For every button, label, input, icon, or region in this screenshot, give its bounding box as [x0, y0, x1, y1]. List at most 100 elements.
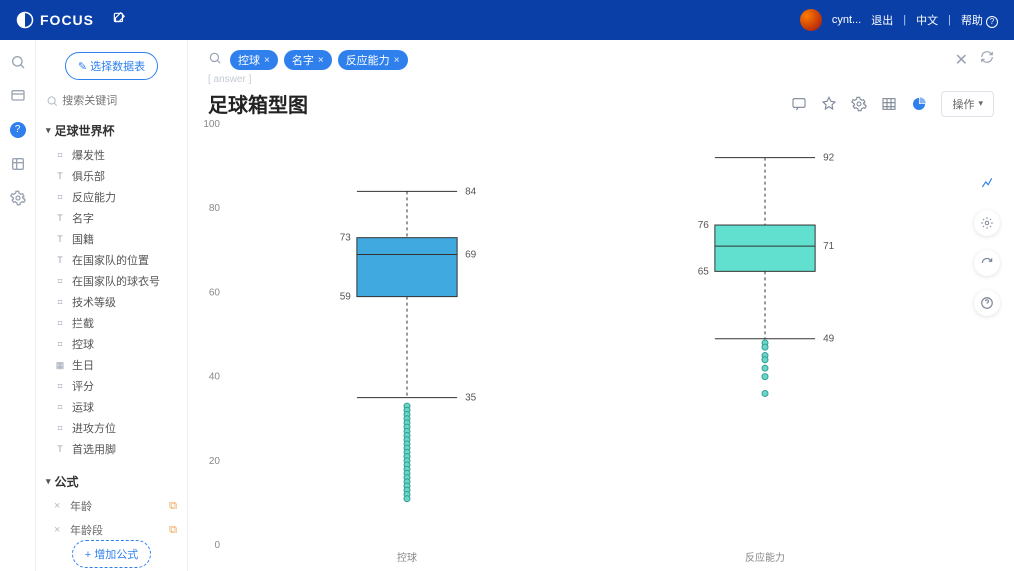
field-item[interactable]: T国籍: [46, 229, 177, 249]
field-item[interactable]: T 名字: [46, 208, 177, 228]
logo-icon: [16, 11, 34, 29]
help-link[interactable]: 帮助 ?: [961, 12, 998, 28]
sidebar-search[interactable]: [46, 94, 177, 108]
chart-config-icon[interactable]: [974, 210, 1000, 236]
field-label: 在国家队的球衣号: [72, 273, 160, 289]
search-icon: [46, 94, 58, 108]
field-label: 拦截: [72, 315, 94, 331]
field-item[interactable]: T首选用脚: [46, 439, 177, 459]
avatar[interactable]: [800, 9, 822, 31]
chart-help-icon[interactable]: [974, 290, 1000, 316]
field-label: 评分: [72, 378, 94, 394]
field-label: 爆发性: [72, 147, 105, 163]
comment-icon[interactable]: [791, 96, 807, 112]
chip-remove-icon[interactable]: ×: [264, 55, 270, 66]
add-formula-button[interactable]: + 增加公式: [72, 540, 151, 568]
query-search-icon: [208, 51, 222, 70]
formula-section-title[interactable]: ▾公式: [46, 473, 177, 490]
main: 控球×名字×反应能力× ✕ [ answer ] 足球箱型图 操作 ▾ 0204…: [188, 40, 1014, 571]
field-item[interactable]: ⌗ 控球: [46, 334, 177, 354]
formula-label: 年龄段: [70, 522, 103, 538]
lang-link[interactable]: 中文: [916, 12, 938, 28]
svg-text:92: 92: [823, 153, 835, 164]
header-right: cynt... 退出 | 中文 | 帮助 ?: [800, 9, 998, 31]
chip-remove-icon[interactable]: ×: [394, 55, 400, 66]
remove-formula-icon[interactable]: ×: [54, 524, 64, 536]
svg-text:控球: 控球: [397, 551, 417, 564]
field-type-icon: ⌗: [54, 380, 66, 392]
copy-formula-icon[interactable]: ⧉: [169, 500, 177, 513]
rail-settings-icon[interactable]: [10, 190, 26, 206]
svg-text:84: 84: [465, 186, 477, 197]
formula-item[interactable]: × 年龄段 ⧉: [46, 520, 177, 540]
field-type-icon: ⌗: [54, 422, 66, 434]
chart-refresh-icon[interactable]: [974, 250, 1000, 276]
chart-type-icon[interactable]: [974, 170, 1000, 196]
rail-data-icon[interactable]: [10, 156, 26, 172]
field-item[interactable]: ⌗ 在国家队的球衣号: [46, 271, 177, 291]
field-label: 控球: [72, 336, 94, 352]
field-item[interactable]: ⌗ 评分: [46, 376, 177, 396]
query-chip[interactable]: 名字 ×: [284, 50, 332, 70]
clear-query-icon[interactable]: ✕: [955, 50, 968, 70]
rail-active-icon[interactable]: ?: [10, 122, 26, 138]
username[interactable]: cynt...: [832, 14, 861, 26]
field-item[interactable]: ⌗反应能力: [46, 187, 177, 207]
svg-text:49: 49: [823, 334, 835, 345]
brand-text: FOCUS: [40, 12, 94, 28]
svg-text:69: 69: [465, 250, 477, 261]
rail-search-icon[interactable]: [10, 54, 26, 70]
svg-text:40: 40: [209, 372, 221, 383]
operations-button[interactable]: 操作 ▾: [941, 91, 994, 117]
chip-label: 名字: [292, 52, 314, 68]
field-item[interactable]: ⌗运球: [46, 397, 177, 417]
formula-item[interactable]: ×年龄⧉: [46, 496, 177, 516]
field-label: 首选用脚: [72, 441, 116, 457]
chip-label: 反应能力: [346, 52, 390, 68]
field-type-icon: ⌗: [54, 317, 66, 329]
query-chip[interactable]: 反应能力 ×: [338, 50, 408, 70]
svg-text:60: 60: [209, 287, 221, 298]
field-item[interactable]: T在国家队的位置: [46, 250, 177, 270]
svg-text:73: 73: [340, 233, 352, 244]
field-type-icon: ⌗: [54, 338, 66, 350]
field-type-icon: T: [54, 212, 66, 224]
field-type-icon: ⌗: [54, 275, 66, 287]
rail-board-icon[interactable]: [10, 88, 26, 104]
settings-icon[interactable]: [851, 96, 867, 112]
chip-label: 控球: [238, 52, 260, 68]
field-type-icon: ⌗: [54, 191, 66, 203]
brand-logo: FOCUS: [16, 11, 94, 29]
pin-icon[interactable]: [821, 96, 837, 112]
select-datasource-button[interactable]: ✎ 选择数据表: [65, 52, 158, 80]
table-view-icon[interactable]: [881, 96, 897, 112]
svg-text:59: 59: [340, 292, 352, 303]
compose-icon[interactable]: [112, 11, 126, 30]
field-item[interactable]: ⌗ 技术等级: [46, 292, 177, 312]
chart-view-icon[interactable]: [911, 96, 927, 112]
refresh-query-icon[interactable]: [980, 50, 994, 70]
boxplot-chart: 0204060801008473695935控球9276716549反应能力: [188, 118, 1014, 571]
field-label: 国籍: [72, 231, 94, 247]
chip-remove-icon[interactable]: ×: [318, 55, 324, 66]
svg-text:80: 80: [209, 203, 221, 214]
field-label: 名字: [72, 210, 94, 226]
field-item[interactable]: T俱乐部: [46, 166, 177, 186]
field-type-icon: ⌗: [54, 296, 66, 308]
query-bar: 控球 × 名字 × 反应能力 × ✕: [188, 40, 1014, 70]
sidebar-search-input[interactable]: [62, 95, 177, 107]
svg-text:0: 0: [214, 540, 220, 551]
field-label: 技术等级: [72, 294, 116, 310]
sidebar: ✎ 选择数据表 ▾足球世界杯 ⌗爆发性T俱乐部⌗反应能力T名字T国籍T在国家队的…: [36, 40, 188, 571]
field-item[interactable]: ⌗爆发性: [46, 145, 177, 165]
field-type-icon: T: [54, 254, 66, 266]
copy-formula-icon[interactable]: ⧉: [169, 524, 177, 537]
query-chip[interactable]: 控球 ×: [230, 50, 278, 70]
remove-formula-icon[interactable]: ×: [54, 500, 64, 512]
logout-link[interactable]: 退出: [871, 12, 893, 28]
field-item[interactable]: ⌗进攻方位: [46, 418, 177, 438]
svg-text:65: 65: [698, 266, 710, 277]
field-item[interactable]: ⌗ 拦截: [46, 313, 177, 333]
field-item[interactable]: ▦生日: [46, 355, 177, 375]
fields-section-title[interactable]: ▾足球世界杯: [46, 122, 177, 139]
